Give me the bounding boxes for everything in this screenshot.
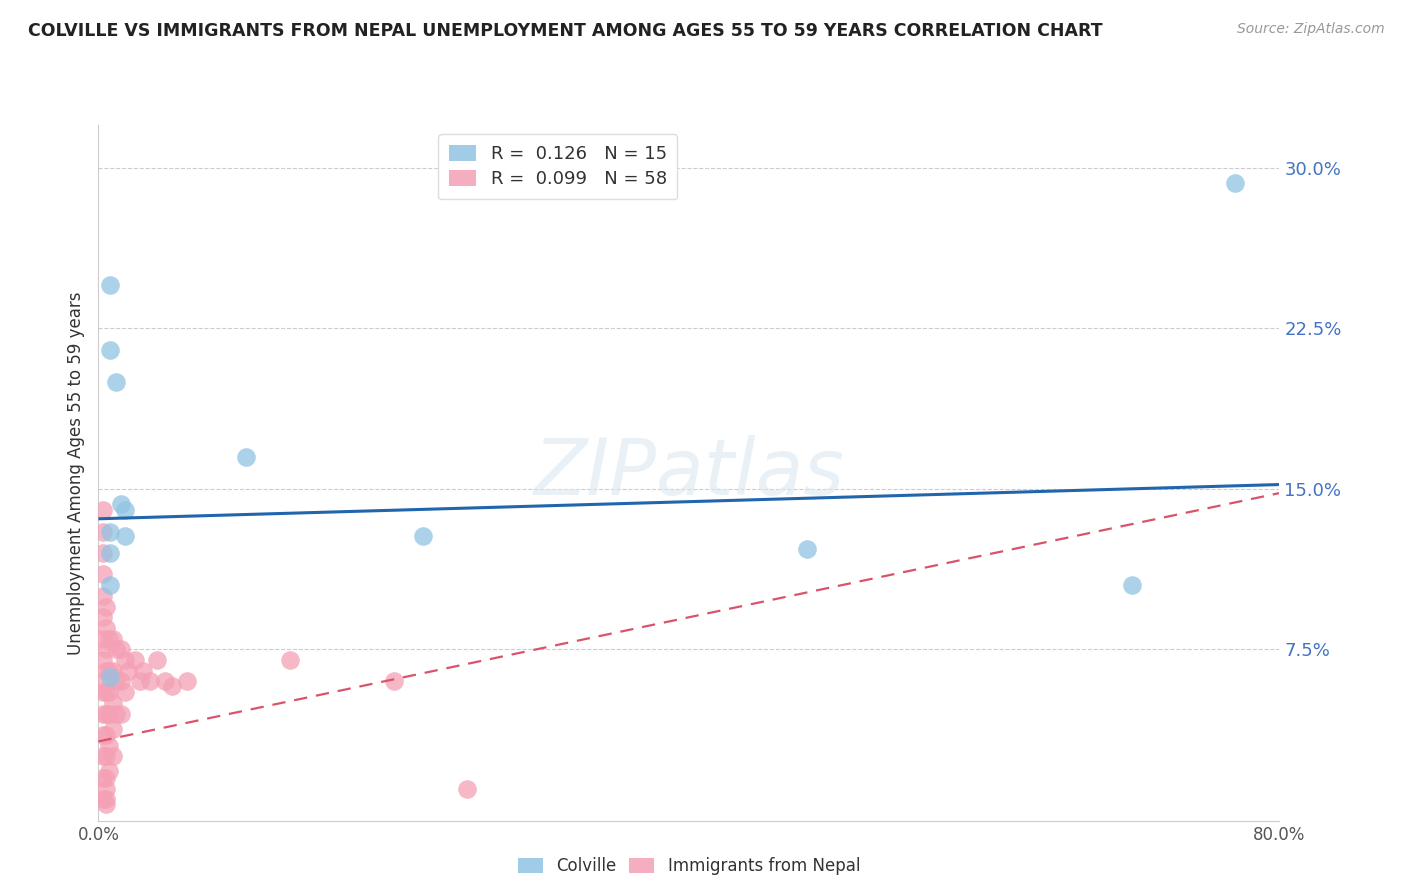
- Point: [110, 642, 132, 657]
- Point: [114, 503, 136, 517]
- Point: [97, 706, 120, 721]
- Point: [97, 739, 120, 753]
- Point: [91, 589, 114, 603]
- Point: [103, 664, 125, 678]
- Point: [114, 529, 136, 543]
- Point: [98, 343, 121, 357]
- Point: [94, 771, 117, 785]
- Point: [91, 728, 114, 742]
- Point: [94, 749, 117, 764]
- Point: [105, 642, 128, 657]
- Point: [97, 664, 120, 678]
- Point: [98, 278, 121, 293]
- Point: [412, 529, 434, 543]
- Point: [91, 610, 114, 624]
- Point: [94, 642, 117, 657]
- Point: [139, 674, 162, 689]
- Point: [91, 674, 114, 689]
- Point: [98, 578, 121, 592]
- Point: [91, 524, 114, 539]
- Point: [105, 375, 128, 389]
- Point: [1121, 578, 1143, 592]
- Point: [91, 706, 114, 721]
- Point: [162, 679, 183, 693]
- Point: [94, 706, 117, 721]
- Point: [103, 632, 125, 646]
- Point: [103, 696, 125, 710]
- Point: [114, 685, 136, 699]
- Point: [91, 749, 114, 764]
- Point: [176, 674, 198, 689]
- Point: [235, 450, 257, 464]
- Point: [94, 728, 117, 742]
- Point: [91, 503, 114, 517]
- Point: [103, 749, 125, 764]
- Point: [97, 632, 120, 646]
- Point: [124, 653, 146, 667]
- Point: [94, 797, 117, 811]
- Y-axis label: Unemployment Among Ages 55 to 59 years: Unemployment Among Ages 55 to 59 years: [66, 291, 84, 655]
- Point: [94, 792, 117, 806]
- Point: [105, 706, 128, 721]
- Point: [98, 670, 121, 684]
- Point: [91, 771, 114, 785]
- Point: [91, 653, 114, 667]
- Point: [97, 685, 120, 699]
- Point: [114, 653, 136, 667]
- Point: [94, 781, 117, 796]
- Point: [97, 764, 120, 779]
- Legend: Colville, Immigrants from Nepal: Colville, Immigrants from Nepal: [510, 851, 868, 882]
- Point: [110, 497, 132, 511]
- Point: [91, 685, 114, 699]
- Point: [117, 664, 139, 678]
- Point: [91, 546, 114, 560]
- Point: [98, 524, 121, 539]
- Point: [103, 722, 125, 736]
- Point: [91, 567, 114, 582]
- Text: Source: ZipAtlas.com: Source: ZipAtlas.com: [1237, 22, 1385, 37]
- Point: [110, 706, 132, 721]
- Point: [94, 621, 117, 635]
- Point: [94, 664, 117, 678]
- Point: [1223, 176, 1246, 190]
- Point: [128, 674, 150, 689]
- Point: [456, 781, 478, 796]
- Point: [132, 664, 155, 678]
- Text: ZIPatlas: ZIPatlas: [533, 434, 845, 511]
- Point: [796, 541, 818, 556]
- Point: [91, 792, 114, 806]
- Point: [382, 674, 405, 689]
- Point: [105, 674, 128, 689]
- Point: [110, 674, 132, 689]
- Point: [94, 685, 117, 699]
- Point: [91, 632, 114, 646]
- Point: [153, 674, 176, 689]
- Point: [94, 599, 117, 614]
- Text: COLVILLE VS IMMIGRANTS FROM NEPAL UNEMPLOYMENT AMONG AGES 55 TO 59 YEARS CORRELA: COLVILLE VS IMMIGRANTS FROM NEPAL UNEMPL…: [28, 22, 1102, 40]
- Point: [98, 546, 121, 560]
- Point: [278, 653, 302, 667]
- Point: [146, 653, 169, 667]
